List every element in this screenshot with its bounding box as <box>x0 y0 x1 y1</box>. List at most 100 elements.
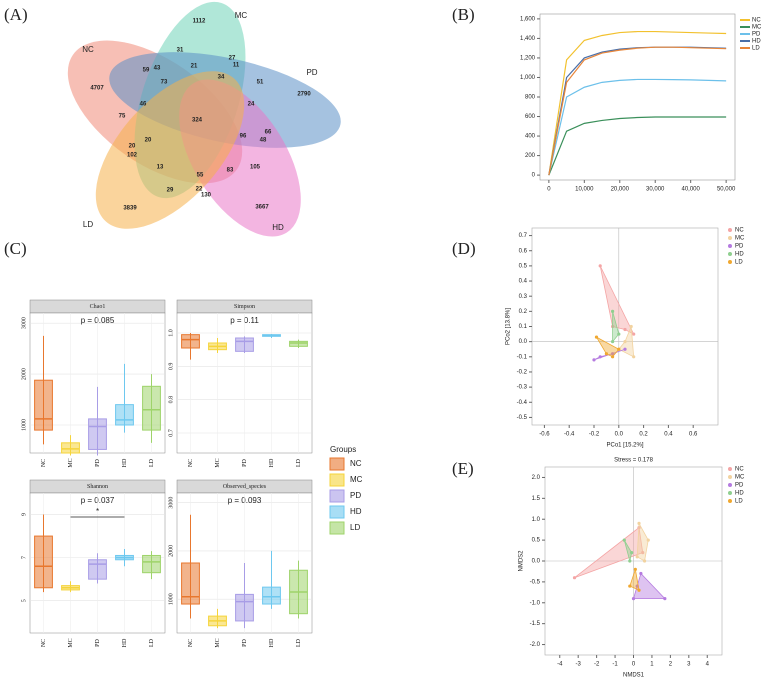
point <box>611 340 615 344</box>
region-count: 3839 <box>123 206 137 212</box>
y-tick-label: 0.7 <box>519 233 528 239</box>
y-tick-label: 0.3 <box>519 294 528 300</box>
region-count: 43 <box>154 66 161 72</box>
x-tick-label: -1 <box>612 662 618 668</box>
region-count: 31 <box>177 48 184 54</box>
box <box>262 586 281 605</box>
point <box>617 332 621 336</box>
y-tick-label: 0.0 <box>519 339 528 345</box>
panel-label: (B) <box>452 5 475 24</box>
point <box>617 347 621 351</box>
region-count: 46 <box>140 102 147 108</box>
y-tick-label: 7 <box>21 556 27 559</box>
region-count: 27 <box>229 56 236 62</box>
x-tick-label: -2 <box>594 662 600 668</box>
y-tick-label: 1000 <box>21 419 27 431</box>
legend-label: LD <box>752 46 760 52</box>
point <box>646 538 650 542</box>
y-tick-label: 1.0 <box>168 329 174 337</box>
x-tick-label: HD <box>122 638 128 647</box>
point <box>623 327 627 332</box>
region-count: 59 <box>143 68 150 74</box>
point <box>630 551 634 555</box>
legend-key <box>728 244 732 248</box>
region-count: 1112 <box>193 19 206 25</box>
legend-label: HD <box>735 491 744 497</box>
y-tick-label: 0.2 <box>519 309 528 315</box>
legend-label: MC <box>752 25 762 31</box>
y-tick-label: 1.0 <box>532 517 541 523</box>
point <box>641 551 645 555</box>
y-tick-label: 3000 <box>21 317 27 329</box>
y-tick-label: 3000 <box>168 497 174 509</box>
x-tick-label: 20,000 <box>611 187 630 193</box>
legend-key <box>728 252 732 256</box>
y-axis-label: PCo2 [13.8%] <box>506 308 512 345</box>
x-tick-label: -0.2 <box>589 432 600 438</box>
y-tick-label: 0.1 <box>519 324 528 330</box>
point <box>623 347 627 351</box>
x-tick-label: HD <box>269 638 275 647</box>
y-tick-label: 1,600 <box>520 16 536 22</box>
region-count: 75 <box>119 114 126 120</box>
legend-key <box>329 521 345 535</box>
x-tick-label: 0.4 <box>664 432 673 438</box>
y-tick-label: 1.5 <box>532 496 541 502</box>
y-tick-label: 2.0 <box>532 475 541 481</box>
x-tick-label: PD <box>95 458 101 466</box>
y-tick-label: 0.5 <box>519 263 528 269</box>
line <box>548 116 727 176</box>
set-label: MC <box>235 11 248 20</box>
x-tick-label: 10,000 <box>575 187 594 193</box>
y-tick-label: 0.6 <box>519 248 528 254</box>
legend-label: NC <box>350 459 362 468</box>
facet-title: Simpson <box>234 304 255 310</box>
panel-label: (C) <box>4 239 27 258</box>
subtitle: Stress = 0.178 <box>614 458 654 464</box>
x-tick-label: NC <box>188 639 194 647</box>
x-tick-label: NC <box>41 459 47 467</box>
x-tick-label: HD <box>122 458 128 467</box>
point <box>622 538 626 542</box>
x-tick-label: 2 <box>669 662 673 668</box>
region-count: 13 <box>157 165 164 171</box>
legend-label: HD <box>735 252 744 258</box>
x-tick-label: -4 <box>557 662 563 668</box>
y-tick-label: 800 <box>525 95 536 101</box>
x-tick-label: 3 <box>687 662 691 668</box>
legend-key <box>728 236 732 240</box>
x-tick-label: HD <box>269 458 275 467</box>
y-tick-label: -1.5 <box>530 621 541 627</box>
y-tick-label: -0.2 <box>517 370 528 376</box>
point <box>572 576 577 580</box>
point <box>611 355 615 359</box>
region-count: 105 <box>250 165 261 171</box>
box <box>181 334 200 349</box>
point <box>663 597 667 601</box>
point <box>598 264 602 268</box>
legend-key <box>728 499 732 503</box>
y-tick-label: -0.5 <box>517 415 528 421</box>
x-tick-label: NC <box>41 639 47 647</box>
line <box>548 30 727 176</box>
region-count: 29 <box>167 188 174 194</box>
y-tick-label: 0.0 <box>532 559 541 565</box>
region-count: 20 <box>145 138 152 144</box>
point <box>598 355 602 359</box>
box <box>34 379 53 431</box>
box <box>289 340 308 347</box>
x-tick-label: 0 <box>632 662 636 668</box>
legend-label: PD <box>735 244 744 250</box>
x-tick-label: 0 <box>547 187 551 193</box>
box <box>61 442 80 454</box>
region-count: 34 <box>218 75 225 81</box>
legend-label: MC <box>350 475 363 484</box>
x-tick-label: 40,000 <box>682 187 701 193</box>
legend-key <box>329 505 345 519</box>
x-tick-label: MC <box>215 638 221 647</box>
y-tick-label: 1,200 <box>520 56 536 62</box>
y-tick-label: 600 <box>525 114 536 120</box>
y-tick-label: -1.0 <box>530 600 541 606</box>
legend-label: MC <box>735 475 745 481</box>
point <box>633 567 637 571</box>
